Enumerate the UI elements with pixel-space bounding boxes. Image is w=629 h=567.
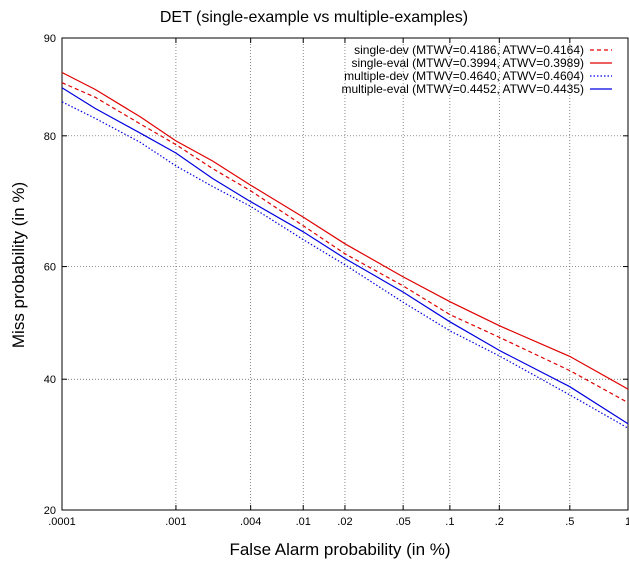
y-tick-label: 90 bbox=[44, 33, 56, 45]
y-tick-label: 80 bbox=[44, 131, 56, 143]
series-line-2 bbox=[61, 71, 629, 390]
x-tick-label: .01 bbox=[296, 516, 311, 528]
x-tick-label: .5 bbox=[565, 516, 574, 528]
legend-entry-2: single-eval (MTWV=0.3994, ATWV=0.3989) bbox=[351, 56, 584, 70]
x-tick-label: .004 bbox=[240, 516, 261, 528]
y-tick-label: 60 bbox=[44, 262, 56, 274]
legend-entry-3: multiple-dev (MTWV=0.4640, ATWV=0.4604) bbox=[344, 69, 584, 83]
chart-title: DET (single-example vs multiple-examples… bbox=[160, 9, 468, 26]
plot-area bbox=[61, 37, 629, 511]
x-tick-label: .001 bbox=[165, 516, 186, 528]
x-tick-label: .1 bbox=[445, 516, 454, 528]
series-line-1 bbox=[61, 82, 629, 404]
x-tick-label: .2 bbox=[495, 516, 504, 528]
x-tick-label: 1 bbox=[625, 516, 629, 528]
grid-lines bbox=[62, 38, 628, 510]
legend-entry-4: multiple-eval (MTWV=0.4452, ATWV=0.4435) bbox=[341, 82, 584, 96]
x-tick-label: .02 bbox=[337, 516, 352, 528]
x-axis-label: False Alarm probability (in %) bbox=[229, 540, 450, 559]
series-line-4 bbox=[61, 87, 629, 425]
x-tick-label: .05 bbox=[396, 516, 411, 528]
y-axis-label: Miss probability (in %) bbox=[9, 182, 28, 348]
legend-entry-1: single-dev (MTWV=0.4186, ATWV=0.4164) bbox=[354, 43, 584, 57]
y-tick-label: 20 bbox=[44, 505, 56, 517]
series-line-3 bbox=[61, 101, 629, 429]
axis-ticks: .0001 .001 .004 .01 .02 .05 .1 .2 .5 1 20 40 60 80 90 bbox=[44, 33, 629, 528]
x-tick-label: .0001 bbox=[48, 516, 76, 528]
legend: single-dev (MTWV=0.4186, ATWV=0.4164)sin… bbox=[341, 43, 612, 96]
y-tick-label: 40 bbox=[44, 374, 56, 386]
series-layer bbox=[61, 71, 629, 429]
